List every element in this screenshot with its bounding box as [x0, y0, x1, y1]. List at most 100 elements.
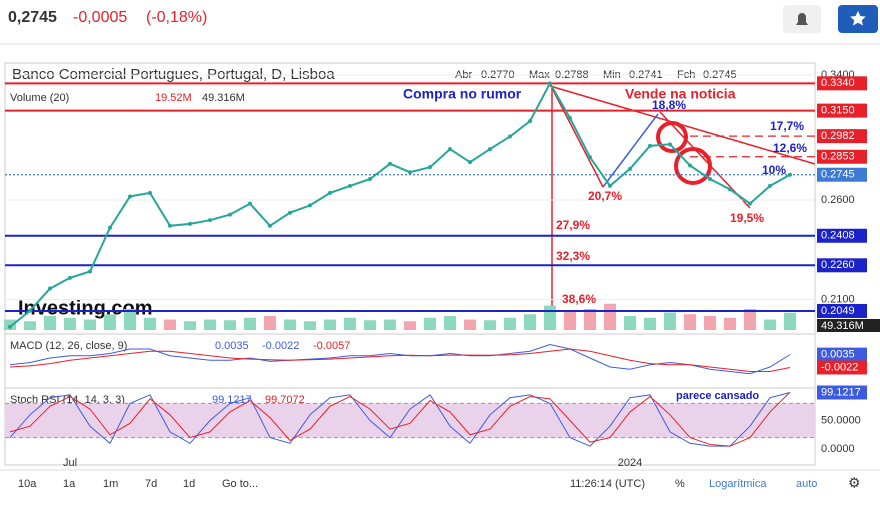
macd-legend: -0.0022 [262, 340, 299, 352]
level-label: 0.2049 [821, 305, 855, 317]
settings-icon[interactable]: ⚙ [848, 475, 861, 491]
price-point [628, 166, 632, 171]
level-label: 0.2745 [821, 169, 855, 181]
percent-toggle[interactable]: % [675, 478, 685, 490]
auto-toggle[interactable]: auto [796, 478, 817, 490]
volume-bar [584, 309, 596, 330]
volume-bar [204, 319, 216, 330]
volume-bar [224, 320, 236, 330]
range-button[interactable]: 1m [103, 478, 118, 490]
y-tick-label: 0.2600 [821, 194, 855, 206]
annotation: 32,3% [556, 249, 590, 263]
price-point [548, 81, 552, 86]
price-point [228, 212, 232, 217]
volume-bar [684, 314, 696, 330]
x-tick-label: 2024 [618, 457, 642, 469]
volume-bar [324, 319, 336, 330]
arrow [551, 87, 604, 188]
volume-bar [184, 321, 196, 330]
range-button[interactable]: Go to... [222, 478, 258, 490]
volume-bar [44, 316, 56, 330]
price-point [688, 163, 692, 168]
volume-bar [84, 319, 96, 330]
axis-label-box [817, 360, 867, 375]
volume-legend: Volume (20) [10, 92, 69, 104]
volume-legend: 19.52M [155, 92, 192, 104]
price-point [328, 190, 332, 195]
price-point [168, 223, 172, 228]
volume-bar [464, 319, 476, 330]
annotation: Vende na noticia [625, 86, 736, 102]
plot-frame [4, 62, 816, 466]
last-price: 0,2745 [8, 9, 57, 26]
highlight-circle [656, 121, 688, 153]
volume-bar [104, 314, 116, 330]
volume-bar [404, 321, 416, 330]
level-label: 0.2260 [821, 259, 855, 271]
volume-bar [64, 317, 76, 330]
level-label: 0.2408 [821, 230, 855, 242]
clock: 11:26:14 (UTC) [570, 478, 645, 490]
price-point [68, 275, 72, 280]
price-point [8, 324, 12, 329]
price-point [108, 225, 112, 230]
log-toggle[interactable]: Logarítmica [709, 478, 767, 490]
volume-bar [164, 319, 176, 330]
price-point [768, 183, 772, 188]
price-point [728, 187, 732, 192]
price-point [708, 176, 712, 181]
price-point [428, 165, 432, 170]
annotation: 12,6% [773, 141, 807, 155]
price-point [448, 147, 452, 152]
axis-label-box [817, 319, 880, 332]
volume-bar [624, 316, 636, 330]
logo: Investing.com [18, 297, 152, 319]
highlight-circle [674, 147, 712, 185]
volume-bar [4, 319, 16, 330]
volume-bar [664, 312, 676, 330]
level-label: 0.3340 [821, 77, 855, 89]
price-point [48, 286, 52, 291]
range-button[interactable]: 1a [63, 478, 76, 490]
price-point [408, 170, 412, 175]
volume-bar [484, 320, 496, 330]
annotation: 27,9% [556, 218, 590, 232]
macd-axis-label: -0.0022 [821, 361, 858, 373]
volume-bar [124, 309, 136, 330]
stoch-axis-label: 99.1217 [821, 386, 861, 398]
price-point [508, 134, 512, 139]
volume-bar [704, 316, 716, 330]
stoch-line [9, 392, 791, 447]
price-point [188, 221, 192, 226]
price-point [748, 201, 752, 206]
volume-bar [424, 317, 436, 330]
price-change: -0,0005 [73, 9, 127, 26]
stoch-legend: 99.1217 [212, 394, 252, 406]
price-point [148, 190, 152, 195]
price-change-pct: (-0,18%) [146, 9, 207, 26]
price-point [568, 116, 572, 121]
macd-legend: -0.0057 [313, 340, 350, 352]
volume-bar [564, 310, 576, 330]
level-box [817, 258, 867, 273]
volume-bar [304, 321, 316, 330]
bell-icon [796, 13, 808, 25]
macd-line [9, 348, 791, 372]
volume-bar [264, 316, 276, 330]
price-point [388, 161, 392, 166]
range-button[interactable]: 1d [183, 478, 195, 490]
price-point [268, 223, 272, 228]
price-point [488, 147, 492, 152]
volume-bar [524, 314, 536, 330]
axis-label-box [817, 385, 867, 400]
range-button[interactable]: 10a [18, 478, 37, 490]
range-button[interactable]: 7d [145, 478, 157, 490]
level-box [817, 103, 867, 118]
volume-bar [24, 321, 36, 330]
price-point [248, 201, 252, 206]
y-tick-label: 0.0000 [821, 443, 855, 455]
volume-bar [364, 320, 376, 330]
price-point [588, 155, 592, 160]
price-point [668, 142, 672, 147]
